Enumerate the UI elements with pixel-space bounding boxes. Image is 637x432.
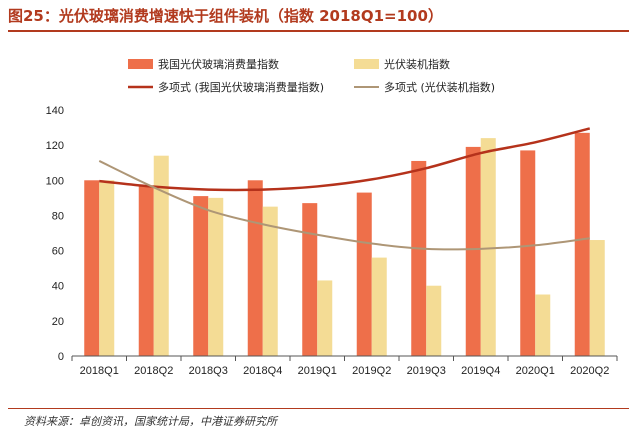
bar-pv-installation	[317, 280, 333, 356]
bar-glass-consumption	[247, 180, 263, 356]
legend-label-trend-glass: 多项式 (我国光伏玻璃消费量指数)	[158, 80, 324, 94]
legend-label-glass: 我国光伏玻璃消费量指数	[158, 57, 279, 71]
bar-glass-consumption	[356, 192, 372, 356]
source-note: 资料来源：卓创资讯，国家统计局，中港证券研究所	[24, 415, 277, 428]
bar-glass-consumption	[574, 132, 590, 356]
title-divider	[8, 30, 629, 32]
bar-pv-installation	[371, 257, 387, 356]
bars	[84, 132, 605, 356]
y-tick-label: 0	[58, 351, 64, 363]
x-tick-label: 2019Q4	[461, 365, 500, 377]
bar-pv-installation	[426, 285, 442, 356]
x-tick-label: 2018Q2	[134, 365, 173, 377]
x-tick-label: 2018Q4	[243, 365, 282, 377]
y-tick-label: 140	[46, 105, 64, 117]
bar-pv-installation	[208, 197, 224, 356]
x-tick-label: 2018Q1	[80, 365, 119, 377]
y-tick-label: 40	[52, 281, 64, 293]
x-tick-label: 2018Q3	[189, 365, 228, 377]
legend-label-install: 光伏装机指数	[384, 57, 450, 71]
bar-pv-installation	[262, 206, 278, 356]
x-tick-label: 2020Q2	[570, 365, 609, 377]
y-axis: 0 20 40 60 80 100 120 140	[46, 105, 64, 363]
bar-glass-consumption	[193, 196, 209, 356]
bar-pv-installation	[535, 294, 551, 356]
trendline-glass-consumption	[99, 127, 591, 192]
bar-glass-consumption	[302, 203, 318, 356]
bar-glass-consumption	[84, 180, 100, 356]
bar-glass-consumption	[411, 160, 427, 356]
x-tick-label: 2020Q1	[516, 365, 555, 377]
x-tick-label: 2019Q1	[298, 365, 337, 377]
bar-pv-installation	[589, 240, 605, 356]
legend-swatch-install	[354, 59, 379, 69]
trendline-pv-installation	[98, 160, 590, 251]
figure-title: 图25：光伏玻璃消费增速快于组件装机（指数 2018Q1=100）	[8, 7, 443, 25]
legend-swatch-glass	[128, 59, 153, 69]
x-tick-label: 2019Q3	[407, 365, 446, 377]
bottom-divider	[8, 408, 629, 409]
legend-label-trend-install: 多项式 (光伏装机指数)	[384, 80, 495, 94]
y-tick-label: 120	[46, 140, 64, 152]
bar-glass-consumption	[465, 146, 481, 356]
y-tick-label: 60	[52, 246, 64, 258]
bar-glass-consumption	[138, 185, 154, 356]
trendlines	[98, 127, 591, 251]
x-tick-label: 2019Q2	[352, 365, 391, 377]
bar-pv-installation	[480, 138, 496, 356]
y-tick-label: 80	[52, 210, 64, 222]
x-axis: 2018Q1 2018Q2 2018Q3 2018Q4 2019Q1 2019Q2 2019…	[71, 355, 618, 377]
y-tick-label: 100	[46, 175, 64, 187]
y-tick-label: 20	[52, 316, 64, 328]
bar-pv-installation	[153, 155, 169, 356]
bar-glass-consumption	[520, 150, 536, 356]
legend: 我国光伏玻璃消费量指数 光伏装机指数 多项式 (我国光伏玻璃消费量指数) 多项式…	[128, 57, 495, 94]
bar-pv-installation	[99, 180, 115, 356]
